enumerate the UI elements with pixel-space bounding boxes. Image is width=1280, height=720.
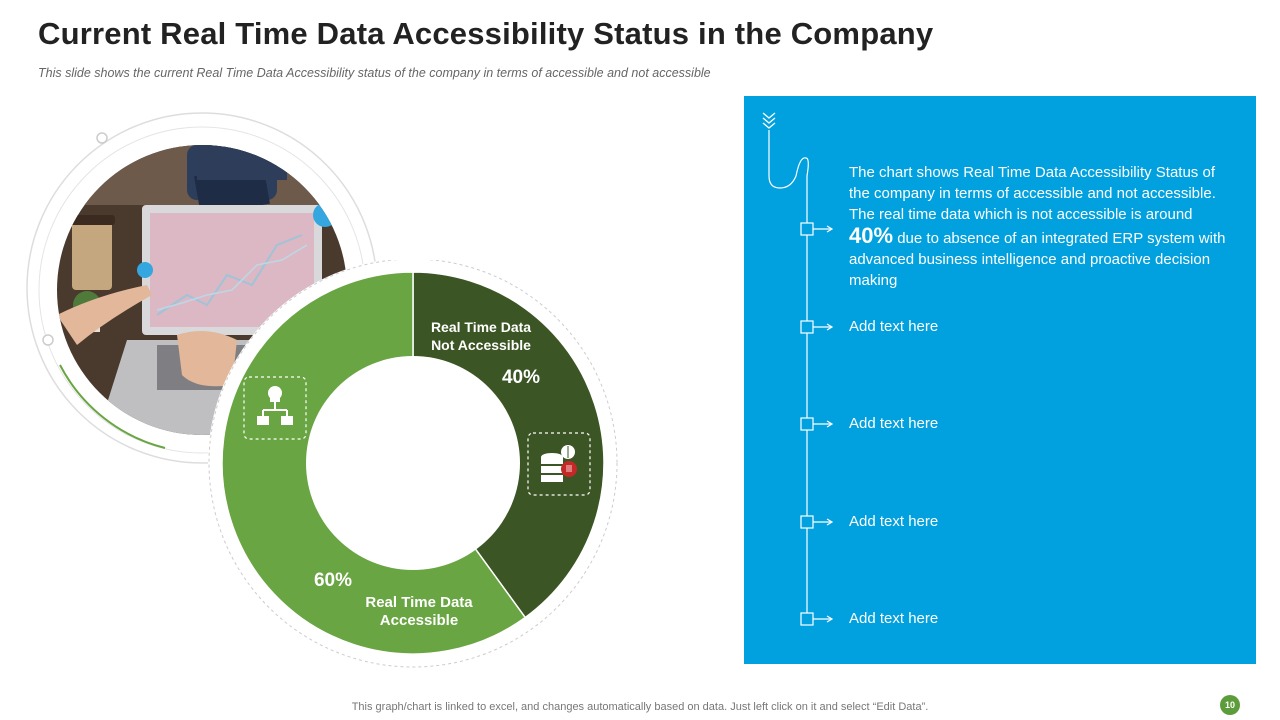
chevron-down-icon: [762, 112, 776, 129]
database-lock-icon: [527, 432, 591, 496]
panel-item-3: Add text here: [849, 513, 939, 530]
green-accent-arc: [59, 364, 166, 449]
label-not-accessible-pct: 40%: [502, 367, 540, 388]
timeline-marker-4: [800, 515, 834, 529]
timeline-marker-5: [800, 612, 834, 626]
panel-item-2: Add text here: [849, 415, 939, 432]
panel-timeline: [762, 112, 834, 626]
timeline-marker-1: [800, 222, 834, 236]
page-title: Current Real Time Data Accessibility Sta…: [38, 16, 934, 51]
ring-dot-left: [42, 334, 54, 346]
donut-hole: [306, 356, 520, 570]
ring-dot-top: [96, 132, 108, 144]
label-accessible-line2: Accessible: [380, 612, 458, 629]
donut-chart: Real Time Data Not Accessible 40% 60% Re…: [208, 260, 618, 668]
info-panel: The chart shows Real Time Data Accessibi…: [744, 96, 1256, 664]
label-not-accessible-line1: Real Time Data: [431, 319, 531, 335]
panel-item-1: Add text here: [849, 318, 939, 335]
label-not-accessible-line2: Not Accessible: [431, 337, 531, 353]
description-highlight: 40%: [849, 223, 894, 248]
page-subtitle: This slide shows the current Real Time D…: [38, 66, 711, 80]
chart-dashed-ring: [208, 260, 618, 668]
panel-description: The chart shows Real Time Data Accessibi…: [849, 162, 1234, 291]
timeline-marker-2: [800, 320, 834, 334]
timeline-line: [768, 130, 809, 621]
page-number-badge: 10: [1220, 695, 1240, 715]
footnote: This graph/chart is linked to excel, and…: [351, 701, 929, 713]
description-text-before: The chart shows Real Time Data Accessibi…: [849, 164, 1216, 223]
network-hierarchy-icon: [243, 376, 307, 440]
label-accessible-line1: Real Time Data: [365, 594, 473, 611]
description-text-after: due to absence of an integrated ERP syst…: [849, 230, 1226, 289]
label-accessible-pct: 60%: [314, 570, 352, 591]
timeline-marker-3: [800, 417, 834, 431]
panel-item-4: Add text here: [849, 610, 939, 627]
